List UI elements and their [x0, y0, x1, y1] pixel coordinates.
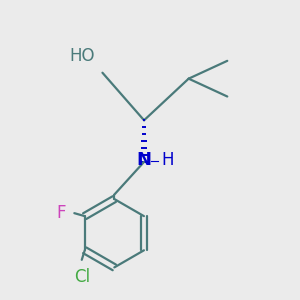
Text: F: F [56, 204, 66, 222]
Text: H: H [162, 152, 174, 169]
Text: Cl: Cl [74, 268, 90, 286]
Text: HO: HO [70, 47, 95, 65]
Text: N: N [136, 152, 152, 169]
